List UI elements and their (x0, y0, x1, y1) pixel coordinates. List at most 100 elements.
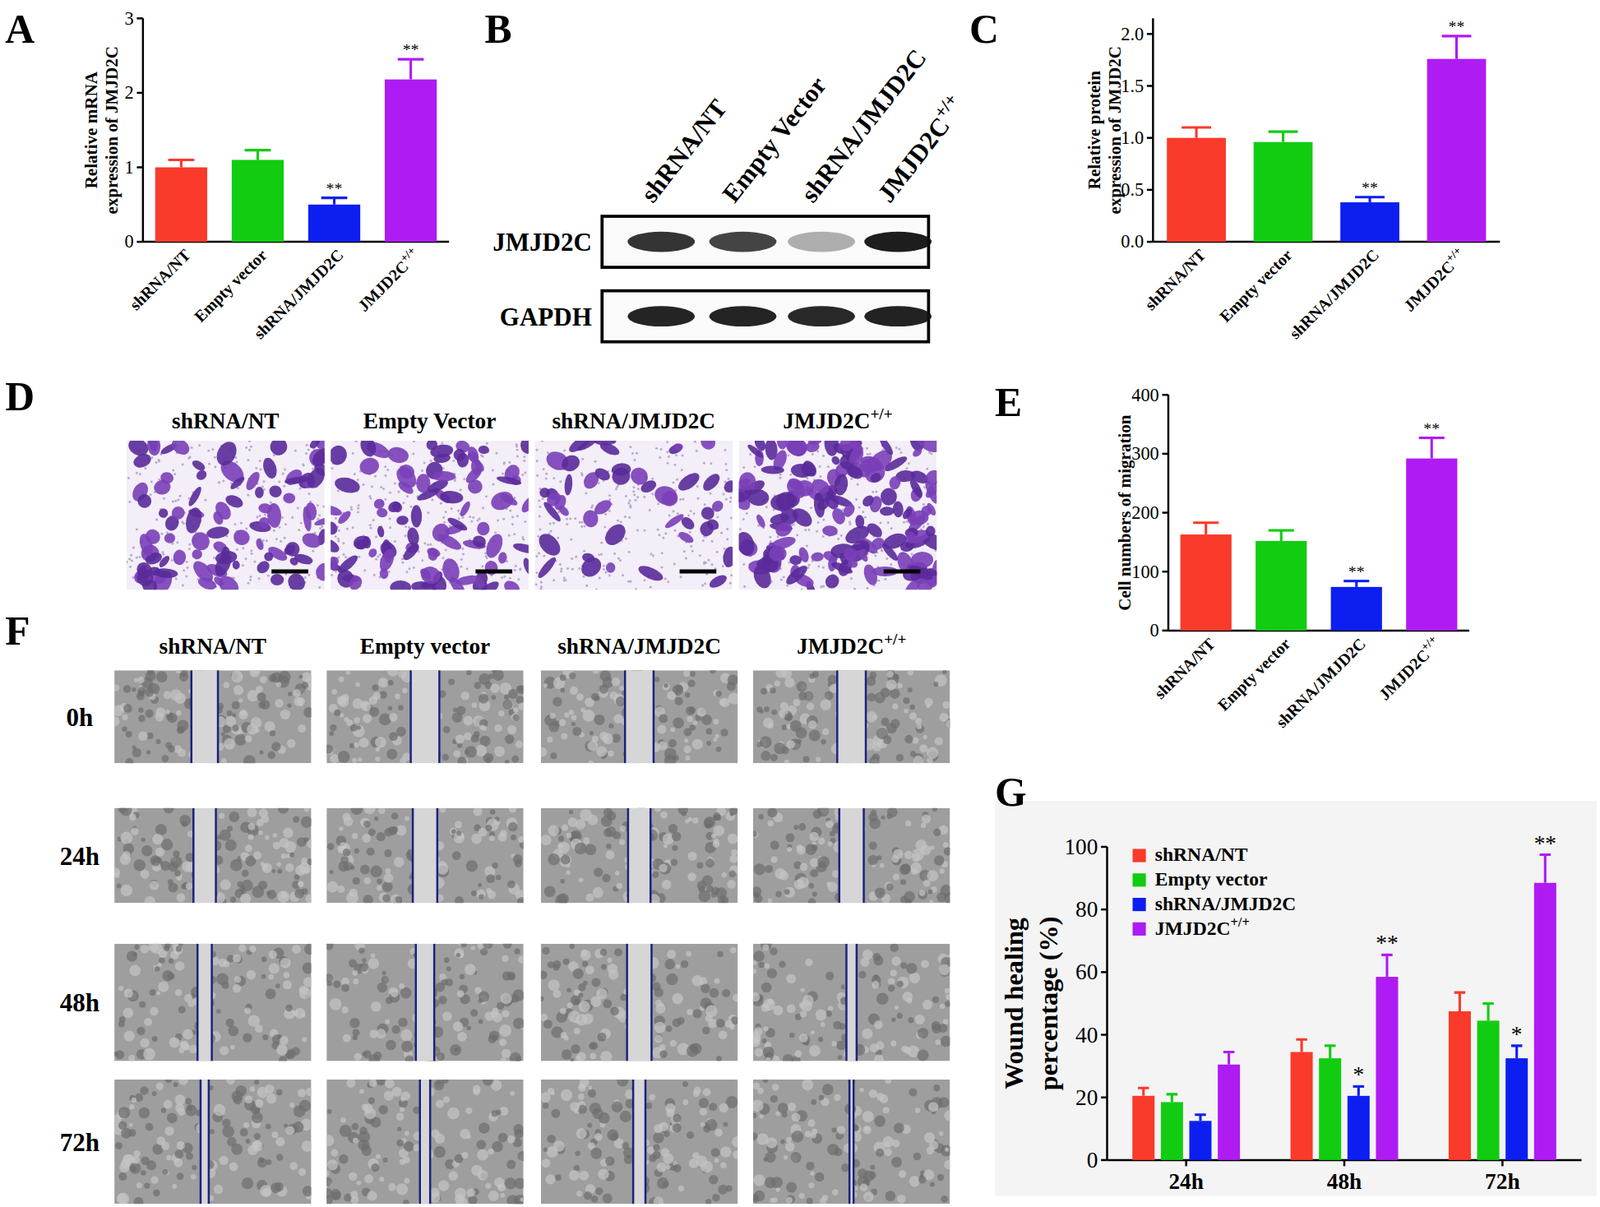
pore (633, 493, 636, 496)
texture (706, 728, 713, 736)
error-stem (1281, 131, 1285, 143)
y-tick (1146, 84, 1153, 87)
pore (459, 488, 463, 491)
pore (569, 538, 573, 542)
pore (126, 560, 129, 564)
texture (269, 730, 276, 736)
cell (148, 566, 162, 576)
pore (552, 578, 555, 582)
texture (123, 684, 131, 693)
error-stem (256, 150, 259, 161)
cell (389, 580, 412, 591)
pore (652, 554, 655, 557)
texture (511, 712, 520, 722)
texture (250, 670, 259, 675)
pore (281, 516, 284, 519)
pore (703, 582, 707, 585)
pore (559, 567, 563, 570)
texture (388, 731, 398, 741)
pore (388, 570, 391, 574)
pore (241, 564, 245, 567)
chart-C: C0.00.51.01.52.0Relative proteinexpressi… (969, 6, 1500, 343)
texture (372, 691, 381, 700)
pore (855, 498, 858, 501)
wound-edge (438, 670, 440, 764)
error-stem (1300, 1039, 1304, 1052)
band (627, 231, 695, 253)
texture (375, 747, 380, 752)
pore (665, 450, 669, 454)
y-tick (1146, 136, 1153, 139)
cell (330, 536, 342, 555)
texture (125, 730, 133, 738)
significance: ** (1348, 562, 1365, 581)
bar (1253, 142, 1314, 242)
pore (342, 541, 345, 545)
pore (840, 534, 843, 537)
pore (595, 588, 598, 591)
pore (637, 487, 640, 491)
pore (207, 449, 210, 453)
texture (333, 709, 341, 717)
texture (402, 753, 411, 762)
cell (308, 440, 322, 450)
pore (423, 462, 426, 465)
pore (175, 577, 178, 580)
texture (223, 738, 236, 750)
pore (808, 564, 811, 567)
panel-letter: G (994, 769, 1027, 815)
cell (357, 455, 381, 477)
pore (135, 556, 139, 560)
pore (597, 553, 601, 556)
pore (584, 491, 588, 495)
pore (541, 497, 545, 500)
pore (299, 487, 302, 491)
error-cap (168, 158, 195, 162)
row-label: 0h (66, 702, 94, 732)
pore (649, 586, 653, 589)
pore (716, 550, 719, 554)
band (709, 231, 777, 253)
band (864, 305, 932, 327)
pore (745, 512, 749, 515)
pore (523, 471, 527, 475)
pore (545, 477, 548, 481)
pore (235, 461, 238, 464)
pore (249, 578, 252, 582)
cell (673, 443, 684, 450)
pore (265, 539, 269, 542)
cell (471, 533, 488, 550)
pore (619, 559, 622, 562)
pore (248, 448, 251, 452)
pore (263, 513, 267, 517)
significance: ** (1423, 419, 1440, 438)
chart-E: E0100200300400Cell numbers of migration*… (994, 379, 1470, 731)
pore (853, 587, 856, 590)
cell (254, 558, 272, 576)
cell (512, 541, 529, 555)
pore (370, 485, 374, 489)
pore (615, 488, 618, 491)
pore (702, 562, 706, 565)
pore (621, 573, 625, 577)
pore (521, 536, 524, 539)
pore (658, 456, 662, 459)
pore (742, 563, 745, 566)
pore (363, 569, 366, 573)
y-axis (1105, 846, 1108, 1161)
error-stem (1487, 1003, 1490, 1021)
error-bar (1419, 438, 1445, 459)
pore (542, 554, 546, 558)
error-bar (1324, 1045, 1337, 1059)
x-tick-label: Empty vector (1213, 633, 1294, 714)
label-main: JMJD2C (1374, 645, 1433, 703)
legend-label: shRNA/JMJD2C (1155, 892, 1296, 915)
cell (922, 467, 937, 488)
pore (673, 563, 676, 566)
cell (810, 551, 824, 562)
pore (184, 574, 188, 578)
texture (292, 689, 301, 697)
y-tick (1162, 629, 1169, 632)
error-cap (1454, 991, 1466, 995)
pore (513, 532, 516, 536)
